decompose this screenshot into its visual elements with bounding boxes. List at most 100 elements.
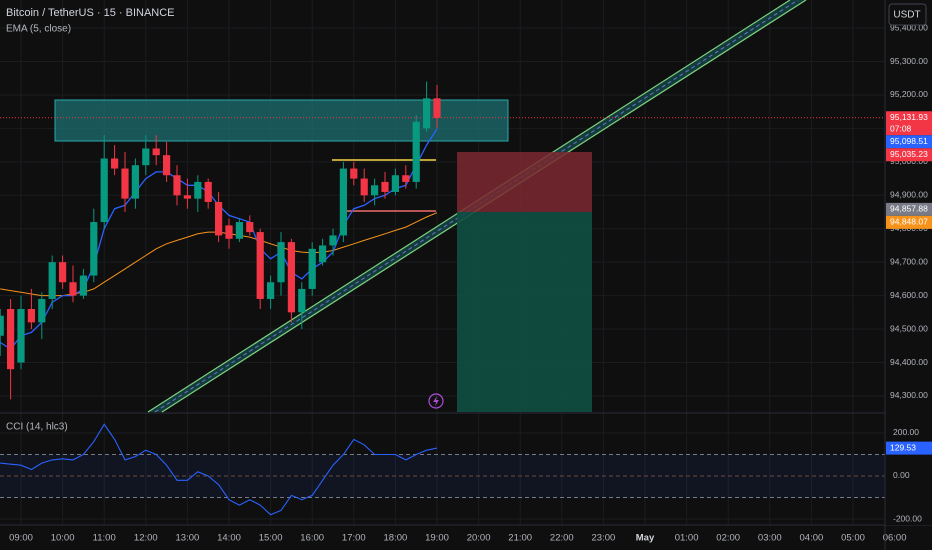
candle-body — [142, 148, 150, 166]
candle-body — [225, 225, 233, 239]
candle-body — [423, 98, 431, 129]
candle-body — [121, 168, 129, 199]
event-icon[interactable] — [428, 393, 444, 409]
price-tag — [886, 215, 932, 229]
candle-body — [391, 175, 399, 192]
x-tick-label: 02:00 — [716, 533, 740, 544]
candle-body — [59, 262, 67, 283]
candle-body — [152, 148, 160, 156]
candle-body — [360, 178, 368, 196]
price-axis: 95,400.0095,300.0095,200.0095,100.0095,0… — [886, 22, 932, 523]
candle-body — [402, 175, 410, 182]
cci-line — [0, 423, 438, 516]
x-tick-label: 13:00 — [176, 533, 200, 544]
candle-body — [371, 185, 379, 196]
y-tick-label: 95,300.00 — [890, 56, 928, 66]
x-tick-label: 20:00 — [467, 533, 491, 544]
price-tag — [886, 111, 932, 136]
grid — [0, 0, 896, 525]
candle-body — [100, 158, 108, 223]
candle-body — [308, 248, 316, 289]
candle-body — [0, 315, 4, 336]
cci-tick-label: -200.00 — [893, 513, 922, 523]
candle-body — [298, 288, 306, 313]
x-tick-label: May — [636, 533, 655, 544]
price-tag-label: 94,857.88 — [890, 204, 928, 214]
countdown: 07:08 — [890, 123, 912, 133]
y-tick-label: 94,400.00 — [890, 357, 928, 367]
x-tick-label: 14:00 — [217, 533, 241, 544]
candle-body — [111, 158, 119, 169]
candle-body — [329, 235, 337, 246]
currency-button[interactable] — [888, 3, 927, 26]
x-tick-label: 21:00 — [508, 533, 532, 544]
candle-body — [90, 222, 98, 276]
candle-body — [412, 121, 420, 182]
candle-body — [350, 168, 358, 179]
price-axis-bg — [885, 0, 932, 525]
stop-zone — [457, 152, 592, 212]
event-icon-bolt — [433, 396, 439, 406]
candle-body — [27, 309, 35, 323]
x-tick-label: 10:00 — [51, 533, 75, 544]
price-tag — [886, 135, 932, 149]
candle-body — [319, 245, 327, 263]
candle-body — [48, 262, 56, 299]
candle-body — [246, 222, 254, 233]
x-tick-label: 09:00 — [9, 533, 33, 544]
candle-body — [267, 282, 275, 299]
candle-body — [163, 155, 171, 176]
candle-body — [79, 275, 87, 296]
candle-body — [381, 181, 389, 192]
currency-label: USDT — [893, 10, 920, 21]
y-tick-label: 94,500.00 — [890, 323, 928, 333]
candle-body — [131, 165, 139, 199]
y-tick-label: 95,400.00 — [890, 22, 928, 32]
y-tick-label: 95,200.00 — [890, 89, 928, 99]
candle-body — [215, 201, 223, 236]
x-tick-label: 19:00 — [425, 533, 449, 544]
price-tag-label: 95,131.93 — [890, 112, 928, 122]
cci-tick-label: 200.00 — [893, 427, 919, 437]
candle-body — [433, 98, 441, 118]
price-tag-label: 95,035.23 — [890, 149, 928, 159]
x-tick-label: 17:00 — [342, 533, 366, 544]
x-tick-label: 01:00 — [675, 533, 699, 544]
indicator-label: EMA (5, close) — [6, 24, 71, 35]
candle-body — [183, 195, 191, 199]
x-tick-label: 04:00 — [800, 533, 824, 544]
x-tick-label: 16:00 — [300, 533, 324, 544]
x-tick-label: 23:00 — [592, 533, 616, 544]
time-axis: 09:00 10:00 11:00 12:00 13:00 14:00 15:00 16:00… — [9, 533, 906, 544]
price-tag — [886, 202, 932, 216]
candle-body — [7, 309, 15, 370]
y-tick-label: 94,300.00 — [890, 390, 928, 400]
candle-body — [173, 175, 181, 196]
candle-body — [256, 232, 264, 299]
plot — [0, 81, 885, 516]
price-tag — [886, 148, 932, 162]
cci-tick-label: 0.00 — [893, 470, 910, 480]
price-tag-label: 94,848.07 — [890, 217, 928, 227]
cci-tag-label: 129.53 — [890, 442, 916, 452]
x-tick-label: 22:00 — [550, 533, 574, 544]
candle-body — [277, 242, 285, 283]
candle-body — [287, 242, 295, 313]
x-tick-label: 18:00 — [384, 533, 408, 544]
candle-body — [38, 298, 46, 323]
y-tick-label: 94,700.00 — [890, 256, 928, 266]
x-tick-label: 03:00 — [758, 533, 782, 544]
x-tick-label: 06:00 — [883, 533, 907, 544]
candle-body — [17, 309, 25, 363]
x-tick-label: 11:00 — [93, 533, 116, 544]
chart-title: Bitcoin / TetherUS · 15 · BINANCE — [6, 7, 175, 19]
candle-body — [204, 181, 212, 202]
y-tick-label: 94,900.00 — [890, 190, 928, 200]
cci-tag — [886, 441, 932, 455]
x-tick-label: 15:00 — [259, 533, 283, 544]
cci-label: CCI (14, hlc3) — [6, 422, 68, 433]
y-tick-label: 94,600.00 — [890, 290, 928, 300]
zone-rect — [54, 99, 509, 142]
